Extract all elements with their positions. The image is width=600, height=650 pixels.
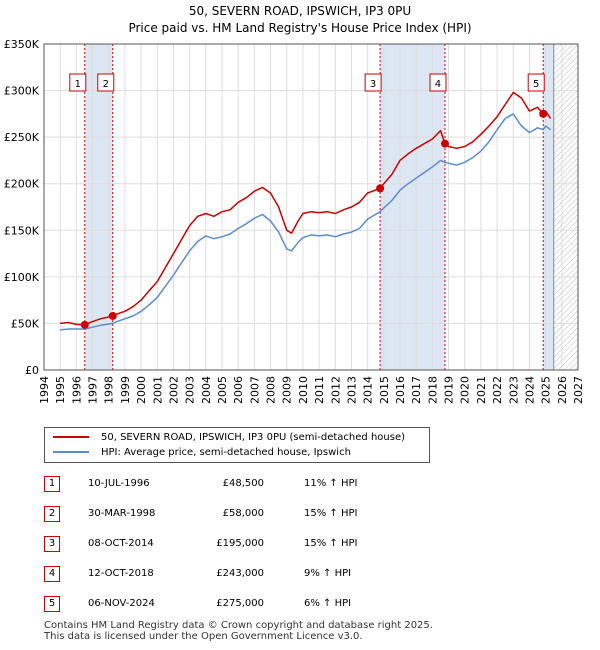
marker-label-number: 5: [533, 79, 539, 90]
marker-label-box: [69, 73, 87, 92]
y-tick-label: £350K: [4, 38, 40, 51]
x-tick-label: 2004: [200, 376, 213, 404]
marker-label-box: [527, 73, 545, 92]
x-tick-label: 2018: [426, 376, 439, 404]
legend-item-property: 50, SEVERN ROAD, IPSWICH, IP3 0PU (semi-…: [53, 431, 405, 445]
transaction-date: 10-JUL-1996: [88, 478, 150, 489]
marker-label-box: [97, 73, 115, 92]
x-tick-label: 2019: [443, 376, 456, 404]
x-tick-label: 2013: [345, 376, 358, 404]
x-tick-label: 2005: [216, 376, 229, 404]
ownership-period-band: [543, 44, 554, 370]
x-tick-label: 2025: [540, 376, 553, 404]
x-tick-label: 2017: [410, 376, 423, 404]
transaction-date: 12-OCT-2018: [88, 568, 154, 579]
x-tick-label: 2002: [167, 376, 180, 404]
legend-label-hpi: HPI: Average price, semi-detached house,…: [101, 447, 351, 458]
transaction-price: £48,500: [222, 478, 264, 489]
marker-label-number: 4: [435, 79, 441, 90]
x-tick-label: 2024: [523, 376, 536, 404]
series-line-hpi: [60, 113, 551, 331]
transaction-hpi-change: 9% ↑ HPI: [304, 568, 352, 579]
y-tick-label: £0: [25, 364, 39, 377]
sale-point: [376, 184, 385, 193]
ownership-period-band: [380, 44, 445, 370]
marker-label-number: 2: [103, 79, 109, 90]
chart-title-address: 50, SEVERN ROAD, IPSWICH, IP3 0PU: [188, 4, 412, 18]
y-tick-label: £300K: [4, 85, 40, 98]
marker-label-number: 3: [370, 79, 376, 90]
transaction-number-badge: 2: [44, 506, 60, 522]
legend-item-hpi: HPI: Average price, semi-detached house,…: [53, 446, 351, 460]
x-tick-label: 2027: [572, 376, 585, 404]
transaction-hpi-change: 11% ↑ HPI: [304, 478, 358, 489]
x-tick-label: 2014: [362, 376, 375, 404]
x-tick-label: 2007: [248, 376, 261, 404]
x-tick-label: 1995: [54, 376, 67, 404]
transaction-price: £195,000: [216, 538, 264, 549]
transaction-number-badge: 3: [44, 536, 60, 552]
y-tick-label: £100K: [4, 271, 40, 284]
series-line-property: [60, 91, 552, 326]
y-tick-label: £250K: [4, 131, 40, 144]
x-tick-label: 1996: [70, 376, 83, 404]
marker-label-box: [429, 73, 447, 92]
footer-copyright: Contains HM Land Registry data © Crown c…: [44, 620, 433, 631]
sale-point: [440, 139, 449, 148]
x-tick-label: 2011: [313, 376, 326, 404]
x-tick-label: 2021: [475, 376, 488, 404]
transaction-price: £275,000: [216, 598, 264, 609]
sale-point: [539, 109, 548, 118]
x-tick-label: 2016: [394, 376, 407, 404]
x-tick-label: 2008: [265, 376, 278, 404]
transaction-price: £243,000: [216, 568, 264, 579]
sale-point: [80, 320, 89, 329]
transaction-date: 30-MAR-1998: [88, 508, 156, 519]
y-tick-label: £150K: [4, 224, 40, 237]
legend-line-property: [53, 436, 89, 438]
marker-label-number: 1: [75, 79, 81, 90]
sale-point: [108, 311, 117, 320]
x-tick-label: 2026: [556, 376, 569, 404]
x-tick-label: 2000: [135, 376, 148, 404]
ownership-period-band: [84, 44, 113, 370]
transaction-number-badge: 4: [44, 566, 60, 582]
forecast-hatch-region: [553, 44, 578, 370]
x-tick-label: 2003: [184, 376, 197, 404]
x-tick-label: 2022: [491, 376, 504, 404]
chart-title-subtitle: Price paid vs. HM Land Registry's House …: [128, 21, 472, 35]
transaction-hpi-change: 15% ↑ HPI: [304, 538, 358, 549]
x-tick-label: 2010: [297, 376, 310, 404]
x-tick-label: 2006: [232, 376, 245, 404]
x-tick-label: 2009: [281, 376, 294, 404]
legend-label-property: 50, SEVERN ROAD, IPSWICH, IP3 0PU (semi-…: [101, 432, 406, 443]
plot-area-border: [43, 43, 579, 371]
x-tick-label: 2023: [507, 376, 520, 404]
x-tick-label: 2001: [151, 376, 164, 404]
x-tick-label: 2020: [459, 376, 472, 404]
x-tick-label: 1997: [87, 376, 100, 404]
marker-label-box: [364, 73, 382, 92]
transaction-hpi-change: 6% ↑ HPI: [304, 598, 352, 609]
legend-line-hpi: [53, 451, 89, 453]
y-tick-label: £50K: [11, 317, 40, 330]
footer-licence: This data is licensed under the Open Gov…: [44, 631, 363, 642]
transaction-number-badge: 1: [44, 476, 60, 492]
y-tick-label: £200K: [4, 178, 40, 191]
transaction-hpi-change: 15% ↑ HPI: [304, 508, 358, 519]
transaction-date: 08-OCT-2014: [88, 538, 154, 549]
x-tick-label: 2015: [378, 376, 391, 404]
transaction-date: 06-NOV-2024: [88, 598, 155, 609]
x-tick-label: 1998: [103, 376, 116, 404]
transaction-price: £58,000: [222, 508, 264, 519]
x-tick-label: 2012: [329, 376, 342, 404]
chart-legend: 50, SEVERN ROAD, IPSWICH, IP3 0PU (semi-…: [44, 427, 430, 463]
x-tick-label: 1999: [119, 376, 132, 404]
transaction-number-badge: 5: [44, 596, 60, 612]
x-tick-label: 1994: [38, 376, 51, 404]
price-chart: 1 2 3 4 5 £0 £50K £100K £150K £200K £250K £300K £350…: [4, 38, 585, 404]
